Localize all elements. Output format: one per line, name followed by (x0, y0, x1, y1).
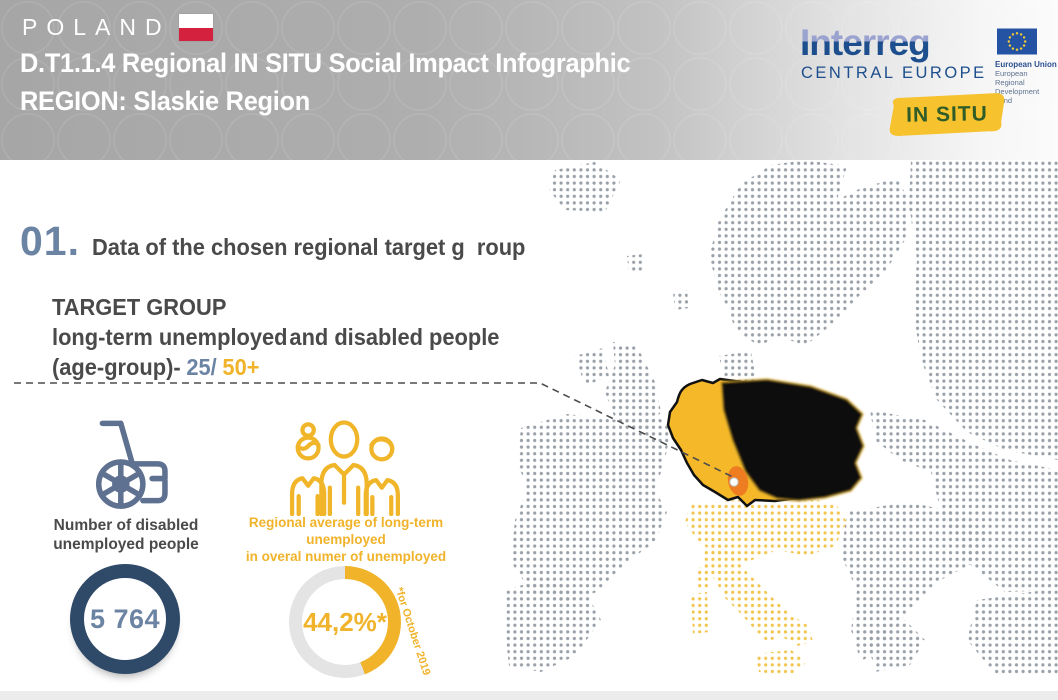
header-band: POLAND D.T1.1.4 Regional IN SITU Social … (0, 0, 1058, 160)
longterm-label-line2: in overal numer of unemployed (245, 549, 447, 564)
target-group-line3: (age-group)- 25/50+ (52, 352, 499, 382)
badge-label: IN SITU (905, 102, 989, 127)
map-canvas (505, 160, 1058, 676)
target-group-line2: long-term unemployedand disabled people (52, 322, 499, 352)
disabled-label-line2: unemployed people (53, 536, 199, 553)
bottom-edge-strip (0, 691, 1058, 700)
eu-caption-line2: European Regional (995, 69, 1028, 87)
europe-dot-map (505, 160, 1058, 700)
eu-caption-line1: European Union (995, 60, 1057, 69)
flag-white-stripe (178, 14, 213, 28)
page-title: D.T1.1.4 Regional IN SITU Social Impact … (20, 48, 631, 78)
longterm-stat-label: Regional average of long-term unemployed… (214, 514, 478, 565)
people-icon (272, 414, 417, 521)
interreg-logo-wordmark: Interreg (800, 22, 931, 63)
age-group-25: 25/ (186, 354, 217, 380)
in-situ-badge: IN SITU (884, 92, 1011, 138)
target-group-title: TARGET GROUP (52, 294, 227, 320)
target-group-line2a: long-term unemployed (52, 324, 288, 350)
interreg-program-name: CENTRAL EUROPE (801, 64, 987, 82)
header-circle-pattern (0, 0, 1058, 160)
disabled-count-ring: 5 764 (70, 564, 180, 674)
central-europe-yellow-dots (685, 500, 847, 676)
section-heading-row: 01. Data of the chosen regional target g… (20, 218, 548, 265)
country-row: POLAND (22, 14, 213, 41)
flag-red-stripe (178, 27, 213, 41)
age-group-50plus: 50+ (222, 354, 260, 380)
longterm-percent-value: 44,2%* (303, 606, 387, 637)
country-name: POLAND (22, 14, 171, 40)
brush-stroke-shape (889, 93, 1005, 136)
section-number: 01. (20, 218, 80, 264)
section-heading: Data of the chosen regional target g rou… (92, 234, 526, 260)
target-group-block: TARGET GROUP long-term unemployedand dis… (52, 292, 499, 382)
poland-flag-icon (178, 14, 213, 41)
longterm-donut: 44,2%* (289, 566, 401, 678)
target-group-line2b: and disabled people (289, 324, 500, 350)
wheelchair-icon (84, 412, 176, 517)
eu-flag-icon (997, 28, 1037, 55)
disabled-count-value: 5 764 (89, 603, 161, 634)
longterm-label-line1: Regional average of long-term unemployed (248, 515, 444, 547)
black-brush-stroke (719, 377, 866, 503)
disabled-label-line1: Number of disabled (53, 517, 199, 534)
age-group-prefix: (age-group)- (52, 354, 181, 380)
region-subtitle: REGION: Slaskie Region (20, 86, 310, 116)
disabled-stat-label: Number of disabled unemployed people (28, 516, 224, 554)
